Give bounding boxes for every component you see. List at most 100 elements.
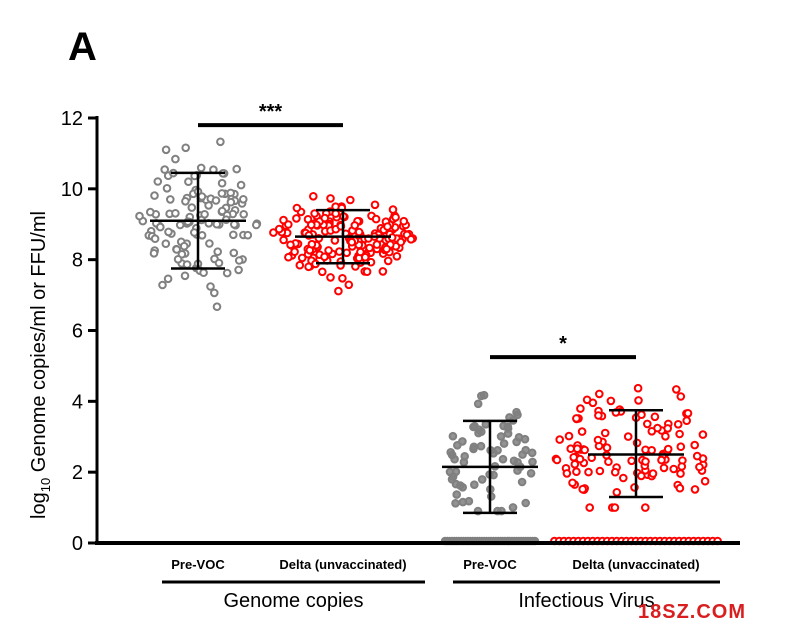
data-point [173, 254, 183, 264]
data-point [226, 197, 236, 207]
data-point [572, 467, 581, 477]
data-point [619, 473, 628, 483]
data-point [150, 234, 160, 243]
y-tick-label: 12 [61, 108, 83, 130]
data-point [676, 469, 685, 478]
data-point [362, 267, 372, 277]
data-point [513, 410, 522, 420]
data-point [610, 503, 620, 512]
data-point [503, 424, 513, 433]
data-point [290, 247, 299, 256]
data-point [347, 237, 357, 247]
data-point [295, 260, 305, 270]
data-point [335, 247, 344, 256]
data-point [149, 249, 159, 258]
x-category-label: Pre-VOC [463, 557, 517, 572]
data-point [234, 265, 243, 275]
data-point [212, 302, 222, 312]
data-point [190, 228, 199, 237]
data-point [181, 143, 190, 153]
data-point [493, 446, 502, 455]
data-point [509, 456, 519, 466]
data-point [521, 445, 531, 455]
data-point [350, 221, 360, 230]
y-axis-label-prefix: log [28, 492, 50, 519]
data-point [593, 435, 603, 445]
data-point [450, 454, 459, 464]
data-point [153, 177, 163, 186]
data-point [682, 416, 692, 426]
y-tick-label: 0 [72, 533, 83, 555]
data-point [338, 274, 347, 283]
data-point [470, 480, 479, 490]
data-point [356, 247, 365, 257]
y-tick-label: 6 [72, 321, 83, 343]
data-point [211, 196, 221, 205]
data-point [460, 452, 470, 461]
data-point [307, 239, 317, 249]
data-point [647, 427, 657, 436]
data-point [675, 429, 684, 439]
data-point [690, 440, 700, 450]
data-point [297, 253, 307, 263]
data-point [650, 412, 660, 422]
data-point [360, 252, 370, 262]
data-point [663, 424, 673, 433]
data-point [309, 192, 318, 201]
x-group-label: Genome copies [223, 590, 363, 612]
data-point [222, 268, 232, 278]
data-point [698, 430, 708, 439]
data-point [370, 200, 380, 210]
data-point [512, 437, 521, 447]
data-point [588, 398, 598, 408]
data-point [555, 435, 565, 444]
data-point [517, 477, 527, 487]
data-point [269, 228, 278, 237]
data-point [346, 195, 355, 205]
data-point [399, 216, 409, 226]
x-group-label: Infectious Virus [518, 590, 654, 612]
data-point [659, 463, 669, 473]
data-point [179, 241, 189, 251]
data-point [334, 286, 343, 296]
data-point [647, 446, 657, 455]
data-point [229, 248, 239, 258]
y-ticks: 0 2 4 6 8 10 12 [61, 108, 97, 555]
data-point [692, 451, 702, 461]
x-group-labels: Genome copies Infectious Virus [162, 580, 720, 612]
data-point [365, 243, 374, 253]
y-axis-label: log10 Genome copies/ml or FFU/ml [28, 211, 53, 519]
data-point [330, 236, 340, 245]
y-axis: 0 2 4 6 8 10 12 [61, 108, 99, 555]
data-point [196, 163, 206, 173]
data-point [310, 209, 319, 218]
data-point [496, 432, 506, 441]
data-point [213, 247, 222, 256]
data-point [320, 252, 329, 262]
data-point [396, 237, 406, 247]
data-point [568, 478, 577, 488]
data-point [676, 392, 686, 401]
data-point [391, 213, 400, 222]
data-point [695, 462, 704, 472]
data-point [274, 224, 284, 234]
data-point [648, 469, 658, 478]
data-point [217, 178, 227, 188]
data-point [234, 256, 244, 265]
data-point [576, 404, 585, 413]
data-point [564, 431, 574, 441]
data-point [284, 220, 293, 229]
data-point [526, 469, 536, 478]
y-axis-label-rest: Genome copies/ml or FFU/ml [28, 211, 50, 478]
data-point [158, 280, 167, 290]
data-point [456, 481, 465, 490]
data-points [135, 137, 722, 546]
data-point [573, 444, 582, 454]
data-point [521, 498, 531, 508]
data-point [570, 460, 580, 469]
data-point [292, 214, 301, 223]
data-point [448, 431, 458, 441]
data-point [187, 203, 197, 212]
data-point [205, 239, 214, 248]
data-point [602, 443, 612, 453]
